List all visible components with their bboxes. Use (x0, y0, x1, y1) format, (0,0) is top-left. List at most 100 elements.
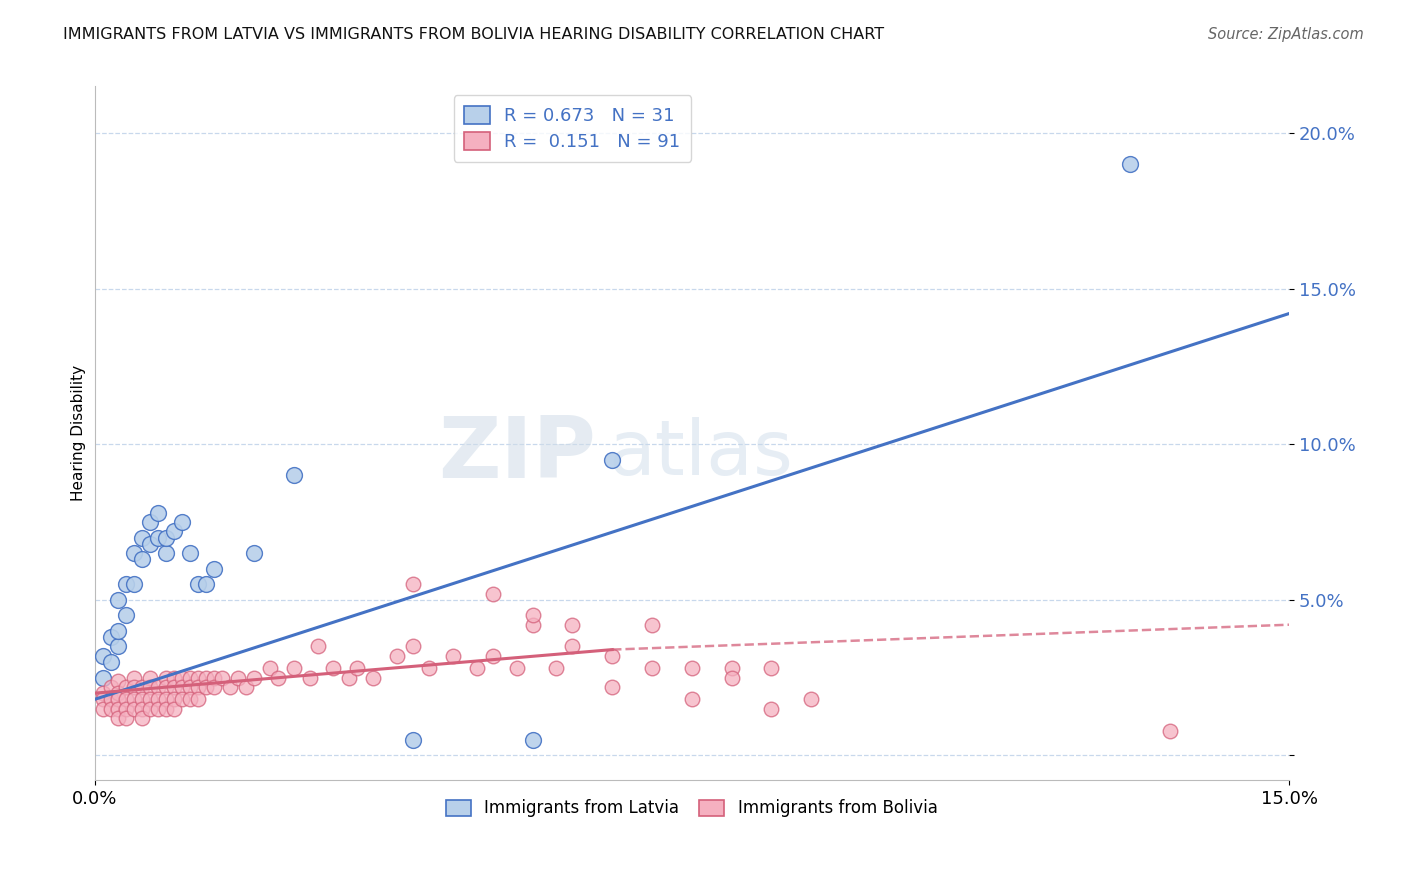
Point (339, 671, 361, 685)
Point (259, 661, 281, 675)
Point (187, 692, 209, 706)
Point (163, 702, 186, 716)
Point (148, 692, 170, 706)
Point (522, 617, 544, 632)
Point (441, 648, 464, 663)
Point (298, 671, 321, 685)
Point (219, 680, 242, 694)
Point (172, 680, 194, 694)
Point (195, 680, 218, 694)
Point (202, 562, 225, 576)
Point (148, 506, 170, 520)
Point (322, 661, 344, 675)
Point (155, 702, 177, 716)
Point (124, 692, 146, 706)
Point (115, 702, 138, 716)
Point (385, 648, 408, 663)
Point (100, 702, 122, 716)
Point (402, 577, 425, 591)
Point (235, 680, 257, 694)
Point (505, 661, 527, 675)
Point (346, 661, 368, 675)
Point (522, 732, 544, 747)
Point (155, 692, 177, 706)
Point (465, 661, 488, 675)
Point (761, 661, 783, 675)
Point (172, 671, 194, 685)
Point (522, 608, 544, 623)
Point (600, 648, 623, 663)
Point (124, 702, 146, 716)
Point (107, 686, 129, 700)
Point (139, 515, 162, 529)
Y-axis label: Hearing Disability: Hearing Disability (72, 365, 86, 501)
Point (681, 692, 703, 706)
Point (91, 671, 114, 685)
Point (418, 661, 440, 675)
Point (91, 692, 114, 706)
Point (124, 671, 146, 685)
Point (131, 702, 153, 716)
Point (720, 661, 742, 675)
Point (243, 671, 266, 685)
Point (107, 673, 129, 688)
Point (100, 692, 122, 706)
Point (155, 531, 177, 545)
Point (283, 661, 305, 675)
Point (91, 702, 114, 716)
Point (139, 537, 162, 551)
Point (546, 661, 568, 675)
Point (681, 661, 703, 675)
Legend: Immigrants from Latvia, Immigrants from Bolivia: Immigrants from Latvia, Immigrants from … (440, 793, 945, 824)
Point (283, 468, 305, 483)
Point (124, 577, 146, 591)
Point (211, 671, 233, 685)
Point (641, 617, 664, 632)
Point (761, 702, 783, 716)
Point (172, 515, 194, 529)
Point (124, 546, 146, 560)
Point (307, 640, 329, 654)
Point (131, 692, 153, 706)
Point (91, 686, 114, 700)
Point (363, 671, 385, 685)
Point (107, 592, 129, 607)
Text: Source: ZipAtlas.com: Source: ZipAtlas.com (1208, 27, 1364, 42)
Point (163, 692, 186, 706)
Point (187, 577, 209, 591)
Point (131, 680, 153, 694)
Point (561, 617, 583, 632)
Point (641, 661, 664, 675)
Point (139, 692, 162, 706)
Point (179, 546, 201, 560)
Point (600, 452, 623, 467)
Point (148, 680, 170, 694)
Point (100, 630, 122, 644)
Point (800, 692, 823, 706)
Text: IMMIGRANTS FROM LATVIA VS IMMIGRANTS FROM BOLIVIA HEARING DISABILITY CORRELATION: IMMIGRANTS FROM LATVIA VS IMMIGRANTS FRO… (63, 27, 884, 42)
Point (115, 608, 138, 623)
Point (139, 680, 162, 694)
Point (187, 680, 209, 694)
Point (131, 552, 153, 566)
Point (226, 671, 249, 685)
Point (1119, 157, 1142, 171)
Point (172, 692, 194, 706)
Point (155, 671, 177, 685)
Point (179, 671, 201, 685)
Point (107, 624, 129, 638)
Point (115, 680, 138, 694)
Text: ZIP: ZIP (439, 413, 596, 496)
Point (107, 702, 129, 716)
Point (481, 586, 503, 600)
Text: atlas: atlas (609, 417, 793, 491)
Point (481, 648, 503, 663)
Point (600, 680, 623, 694)
Point (100, 680, 122, 694)
Point (124, 680, 146, 694)
Point (163, 524, 186, 539)
Point (131, 531, 153, 545)
Point (148, 702, 170, 716)
Point (163, 671, 186, 685)
Point (139, 671, 162, 685)
